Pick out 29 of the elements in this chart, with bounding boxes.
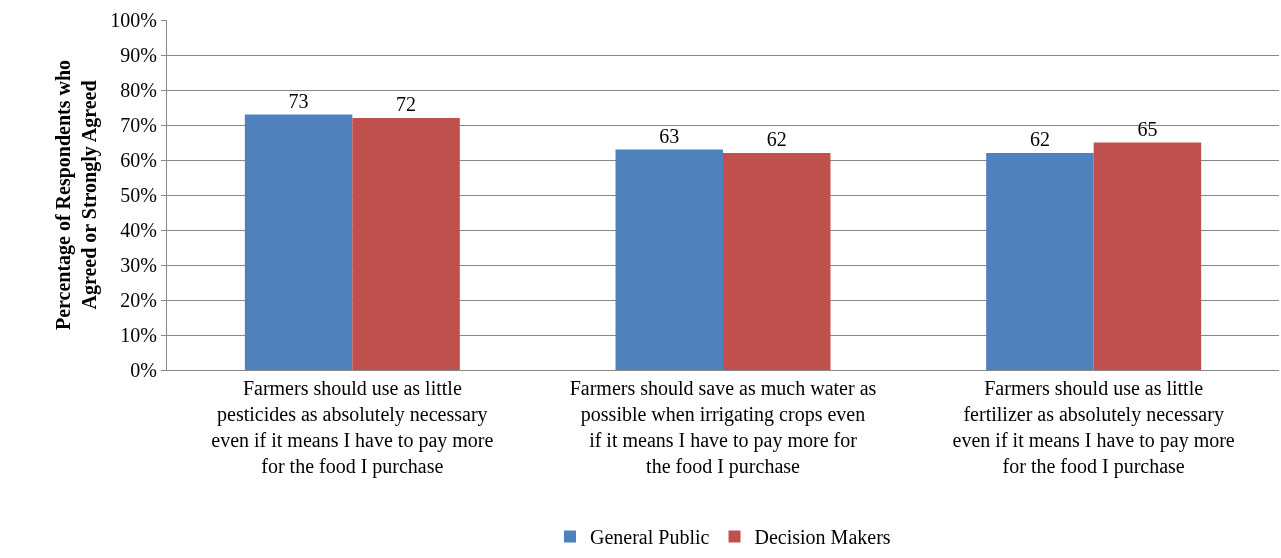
data-label: 65 <box>1137 117 1158 140</box>
legend-label: Decision Makers <box>754 526 891 549</box>
bar <box>615 149 723 370</box>
y-tick-label: 80% <box>120 79 157 101</box>
bar <box>244 114 353 370</box>
y-axis-title: Percentage of Respondents who Agreed or Strongly Agreed <box>51 59 101 331</box>
bar <box>1093 142 1202 370</box>
bar <box>352 118 460 370</box>
data-label: 62 <box>766 128 787 150</box>
y-tick-label: 60% <box>120 149 157 171</box>
y-tick-label: 50% <box>120 184 157 206</box>
data-label: 72 <box>396 93 417 115</box>
legend-label: General Public <box>590 526 710 549</box>
data-label: 62 <box>1029 128 1050 150</box>
x-tick-label: Farmers should save as much water as possible when irrigating crops even if it means I have to pay more for the food I purchase <box>569 377 877 478</box>
y-tick-label: 20% <box>120 289 157 311</box>
y-tick-label: 70% <box>120 114 157 136</box>
bar <box>723 153 831 370</box>
y-tick-label: 40% <box>120 219 157 241</box>
data-label: 73 <box>288 89 309 112</box>
y-tick-label: 30% <box>120 254 157 276</box>
y-tick-label: 10% <box>120 324 157 346</box>
y-tick-label: 0% <box>130 359 157 381</box>
data-label: 63 <box>659 124 680 147</box>
x-tick-label: Farmers should use as little fertilizer as absolutely necessary even if it means I have to pay more for the food I purchase <box>952 377 1235 478</box>
y-tick-label: 90% <box>120 44 157 66</box>
y-tick-label: 100% <box>110 9 157 31</box>
x-tick-label: Farmers should use as little pesticides as absolutely necessary even if it means I have to pay more for the food I purchase <box>211 377 494 478</box>
bar <box>986 153 1094 370</box>
